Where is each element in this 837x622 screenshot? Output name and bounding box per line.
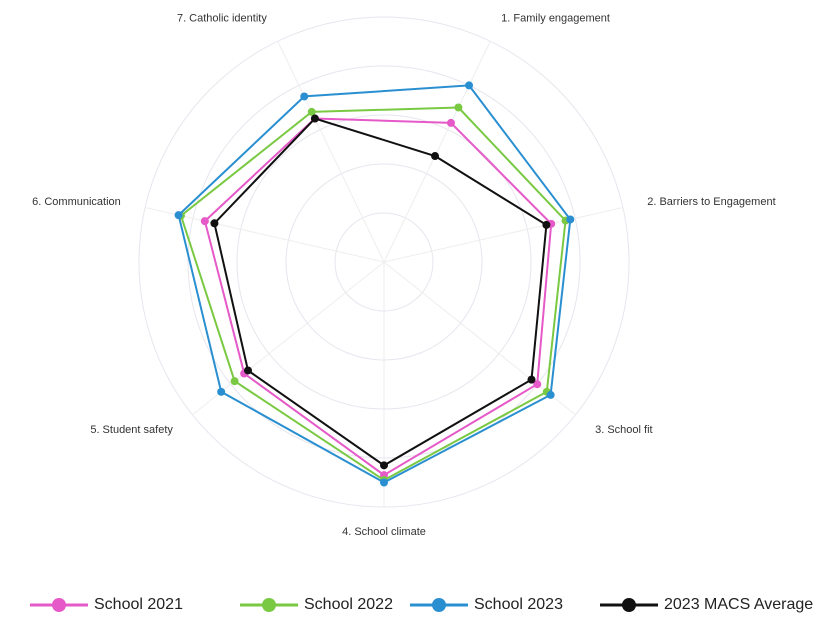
series-marker — [542, 220, 551, 229]
spoke — [383, 206, 623, 263]
series-line — [179, 106, 567, 482]
series-marker — [446, 118, 455, 127]
axis-label: 5. Student safety — [90, 424, 173, 436]
series-marker — [465, 81, 474, 90]
series-marker — [244, 366, 253, 375]
series-marker — [380, 461, 388, 470]
spoke — [383, 41, 491, 263]
series-marker — [431, 152, 440, 161]
axis-label: 1. Family engagement — [501, 13, 610, 25]
series-marker — [380, 478, 388, 487]
series-marker — [527, 375, 536, 384]
legend-label: School 2021 — [94, 596, 183, 613]
series-marker — [230, 377, 239, 386]
axis-label: 2. Barriers to Engagement — [647, 196, 775, 208]
series-line — [177, 84, 572, 484]
axis-label: 4. School climate — [342, 526, 426, 538]
series-marker — [310, 114, 319, 123]
series-marker — [546, 390, 555, 399]
legend-marker — [52, 598, 66, 612]
legend-marker — [432, 598, 446, 612]
legend-label: 2023 MACS Average — [664, 596, 813, 613]
axis-label: 3. School fit — [595, 424, 652, 436]
series-marker — [174, 211, 183, 220]
series-marker — [533, 380, 542, 389]
series-marker — [454, 103, 463, 112]
series-marker — [566, 215, 575, 224]
legend-label: School 2022 — [304, 596, 393, 613]
legend-marker — [622, 598, 636, 612]
spoke — [277, 41, 385, 263]
axis-label: 6. Communication — [32, 196, 121, 208]
series-marker — [217, 387, 226, 396]
spoke — [192, 261, 385, 416]
series-line — [203, 117, 553, 477]
series-line — [213, 117, 548, 467]
legend-marker — [262, 598, 276, 612]
legend-label: School 2023 — [474, 596, 563, 613]
series-marker — [200, 217, 209, 226]
series-marker — [307, 107, 316, 116]
spoke — [383, 261, 576, 416]
spoke — [145, 206, 385, 263]
series-marker — [300, 92, 309, 101]
series-marker — [210, 219, 219, 228]
axis-label: 7. Catholic identity — [177, 13, 267, 25]
